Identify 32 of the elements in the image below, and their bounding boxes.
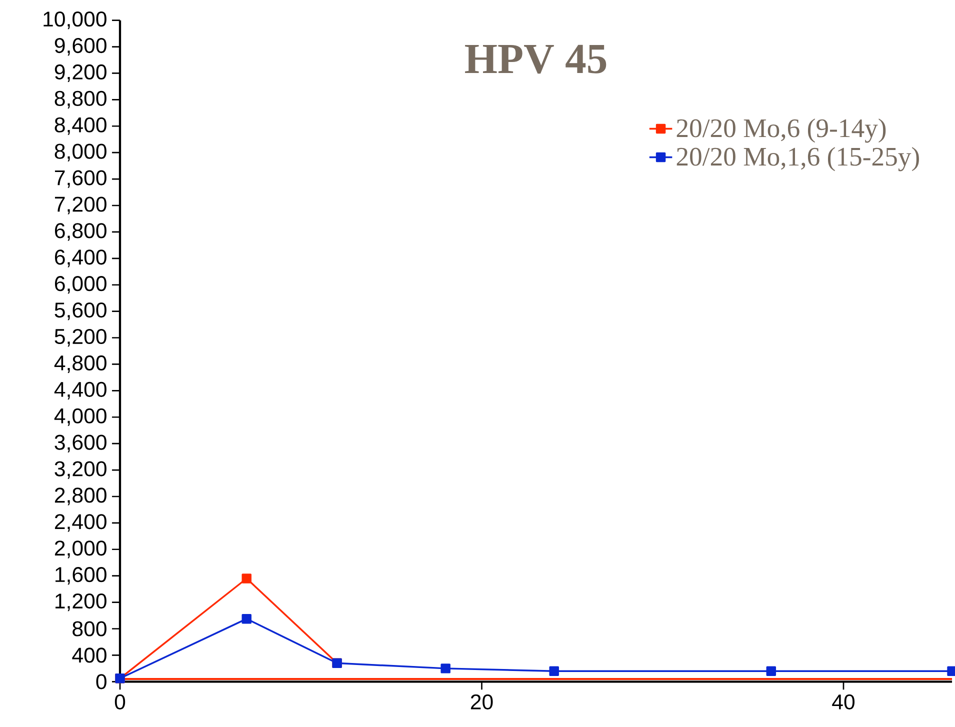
y-tick-label: 6,800	[54, 223, 106, 241]
y-tick-label: 1,600	[56, 567, 106, 585]
legend-label: 20/20 Mo,1,6 (15-25y)	[676, 147, 919, 172]
y-tick-label: 7,600	[54, 170, 106, 188]
chart-title: HPV 45	[465, 44, 606, 74]
y-tick-label: 400	[72, 648, 106, 663]
y-tick-label: 5,200	[54, 328, 106, 347]
y-tick-label: 5,600	[54, 302, 106, 320]
y-tick-label: 6,000	[54, 276, 106, 294]
y-tick-label: 4,800	[54, 355, 106, 374]
y-tick-label: 1,200	[56, 594, 106, 612]
y-tick-label: 3,600	[54, 434, 106, 452]
x-tick-label: 20	[470, 694, 493, 710]
y-tick-label: 4,400	[54, 382, 106, 400]
y-tick-label: 8,400	[54, 117, 106, 135]
y-tick-label: 2,800	[54, 488, 106, 506]
y-tick-label: 800	[72, 621, 106, 636]
x-tick-label: 0	[114, 694, 126, 710]
x-tick-label: 40	[832, 694, 855, 710]
y-tick-label: 9,200	[54, 64, 106, 82]
y-tick-label: 10,000	[44, 12, 106, 30]
y-tick-label: 4,000	[54, 408, 106, 426]
y-tick-label: 8,000	[54, 144, 106, 162]
y-tick-label: 2,400	[54, 514, 106, 532]
y-tick-label: 0	[96, 674, 106, 690]
legend-label: 20/20 Mo,6 (9-14y)	[676, 118, 886, 143]
y-tick-label: 3,200	[54, 461, 106, 479]
y-tick-label: 7,200	[54, 196, 106, 214]
y-tick-label: 6,400	[54, 250, 106, 268]
y-tick-label: 9,600	[54, 38, 106, 56]
y-tick-label: 2,000	[54, 540, 106, 558]
y-tick-label: 8,800	[54, 90, 106, 108]
